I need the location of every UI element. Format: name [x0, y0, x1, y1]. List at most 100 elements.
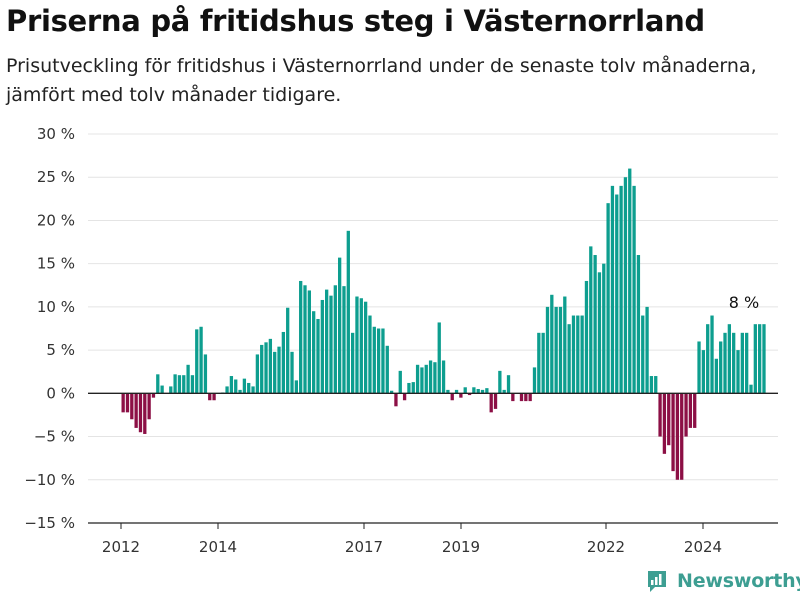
- bar: [697, 341, 701, 394]
- brand-name: Newsworthy: [677, 570, 800, 592]
- bar: [745, 332, 749, 394]
- bar: [762, 324, 766, 394]
- bar: [459, 393, 463, 398]
- bar: [247, 382, 251, 394]
- bar: [294, 380, 298, 394]
- bar: [519, 393, 524, 402]
- bar: [208, 393, 212, 401]
- bar: [593, 255, 597, 394]
- bar: [286, 307, 290, 394]
- bar: [225, 386, 229, 394]
- bar: [381, 328, 385, 394]
- bar: [420, 367, 424, 394]
- bar: [156, 374, 160, 394]
- bar: [545, 306, 550, 394]
- bar: [376, 328, 381, 394]
- bar: [506, 375, 511, 394]
- bar: [610, 185, 615, 394]
- bar: [671, 393, 675, 472]
- bar: [359, 298, 363, 394]
- bar: [350, 332, 355, 394]
- bar: [480, 389, 485, 394]
- bar: [125, 393, 130, 413]
- bar: [628, 168, 632, 394]
- bar: [537, 332, 541, 394]
- bar: [203, 354, 208, 394]
- bar: [299, 280, 303, 394]
- bar: [199, 326, 203, 394]
- bar: [281, 331, 286, 394]
- y-tick-label: −5 %: [34, 428, 75, 446]
- bar: [467, 393, 472, 396]
- bar: [177, 375, 182, 394]
- bar: [706, 324, 710, 394]
- bar: [428, 360, 433, 394]
- bar: [632, 185, 636, 394]
- bar: [173, 374, 177, 394]
- bar: [563, 296, 567, 394]
- bar: [688, 393, 693, 428]
- bar: [255, 354, 260, 394]
- bar: [550, 294, 554, 394]
- bar: [498, 370, 502, 394]
- bar: [333, 285, 337, 394]
- bar: [212, 393, 216, 401]
- bar: [615, 194, 619, 394]
- y-tick-label: −15 %: [24, 514, 75, 532]
- bar: [312, 311, 316, 394]
- bar: [476, 389, 480, 394]
- bar: [402, 393, 407, 401]
- bar: [415, 364, 420, 394]
- bar: [667, 393, 671, 446]
- bar: [368, 315, 372, 394]
- bar: [719, 341, 723, 394]
- chart-subtitle: Prisutveckling för fritidshus i Västerno…: [6, 55, 757, 106]
- bar: [636, 255, 641, 394]
- bar: [541, 332, 545, 394]
- bar: [411, 382, 415, 394]
- bar: [407, 382, 411, 394]
- latest-value-annotation: 8 %: [729, 293, 759, 312]
- bar: [710, 315, 714, 394]
- bar: [714, 358, 719, 394]
- bar: [424, 364, 428, 394]
- bar: [195, 329, 199, 394]
- bar: [329, 295, 333, 394]
- bar: [727, 324, 731, 394]
- chart-title: Priserna på fritidshus steg i Västernorr…: [6, 4, 705, 38]
- bar: [398, 370, 402, 394]
- bar: [325, 289, 329, 394]
- bar: [684, 393, 688, 437]
- bar: [121, 393, 125, 413]
- bar: [169, 386, 173, 394]
- bar: [441, 360, 446, 394]
- bar: [264, 342, 268, 394]
- bar: [151, 393, 156, 398]
- bar: [394, 393, 398, 407]
- bar: [675, 393, 680, 480]
- bar: [693, 393, 697, 428]
- bar: [649, 376, 654, 394]
- bar: [680, 393, 684, 480]
- bar: [277, 346, 281, 394]
- y-tick-label: −10 %: [24, 471, 75, 489]
- y-tick-label: 5 %: [46, 341, 75, 359]
- bar: [576, 315, 580, 394]
- bar: [511, 393, 515, 402]
- bar: [437, 322, 441, 394]
- bar: [758, 324, 762, 394]
- bar: [355, 296, 359, 394]
- y-tick-label: 25 %: [37, 168, 75, 186]
- x-tick-label: 2022: [587, 538, 625, 556]
- bar: [524, 393, 528, 402]
- bar: [147, 393, 151, 420]
- bar: [363, 301, 368, 394]
- bar: [528, 393, 532, 402]
- bar: [619, 185, 623, 394]
- bar: [242, 378, 247, 394]
- bar: [463, 387, 467, 394]
- bar: [143, 393, 147, 434]
- y-tick-label: 30 %: [37, 125, 75, 143]
- bar: [450, 393, 454, 401]
